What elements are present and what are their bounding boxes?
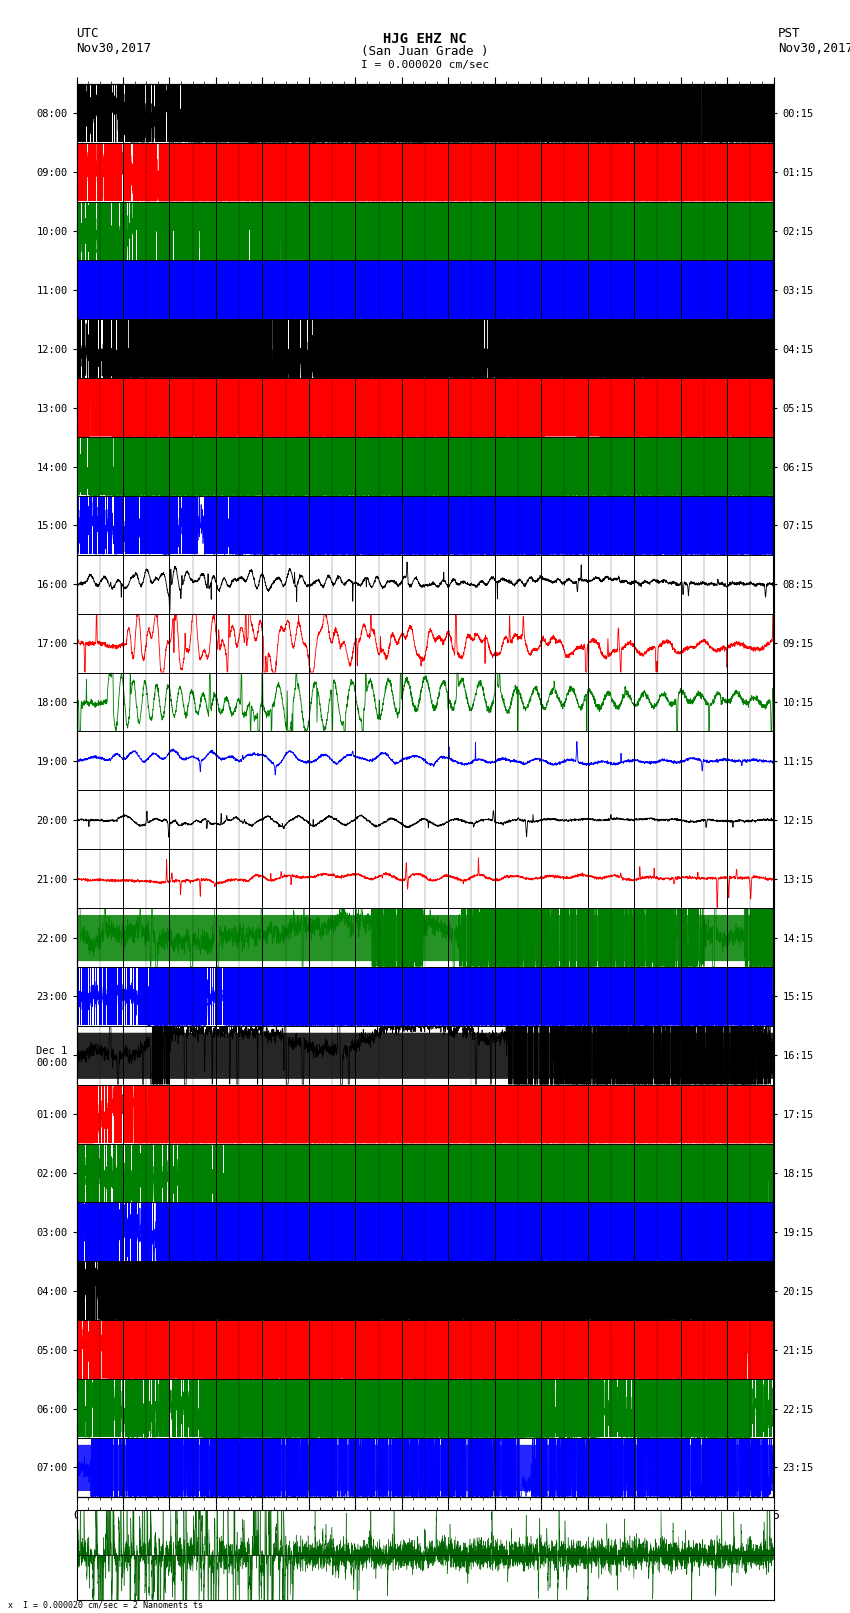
Text: Nov30,2017: Nov30,2017 (76, 42, 151, 55)
Text: (San Juan Grade ): (San Juan Grade ) (361, 45, 489, 58)
Text: HJG EHZ NC: HJG EHZ NC (383, 32, 467, 47)
Text: PST: PST (778, 27, 800, 40)
Text: UTC: UTC (76, 27, 99, 40)
Text: x  I = 0.000020 cm/sec = 2 Nanoments ts: x I = 0.000020 cm/sec = 2 Nanoments ts (8, 1600, 203, 1610)
Text: I = 0.000020 cm/sec: I = 0.000020 cm/sec (361, 60, 489, 69)
Text: Nov30,2017: Nov30,2017 (778, 42, 850, 55)
X-axis label: TIME (MINUTES): TIME (MINUTES) (372, 1526, 478, 1539)
